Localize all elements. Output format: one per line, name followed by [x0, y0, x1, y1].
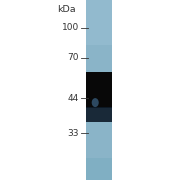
Bar — [86, 0, 112, 45]
Text: kDa: kDa — [57, 4, 76, 14]
Text: 100: 100 — [62, 23, 79, 32]
Bar — [86, 158, 112, 180]
Text: 33: 33 — [68, 129, 79, 138]
Text: 70: 70 — [68, 53, 79, 62]
Text: 44: 44 — [68, 94, 79, 103]
Bar — [86, 107, 112, 122]
Bar — [86, 72, 112, 108]
Ellipse shape — [92, 98, 99, 107]
Bar — [86, 0, 112, 180]
